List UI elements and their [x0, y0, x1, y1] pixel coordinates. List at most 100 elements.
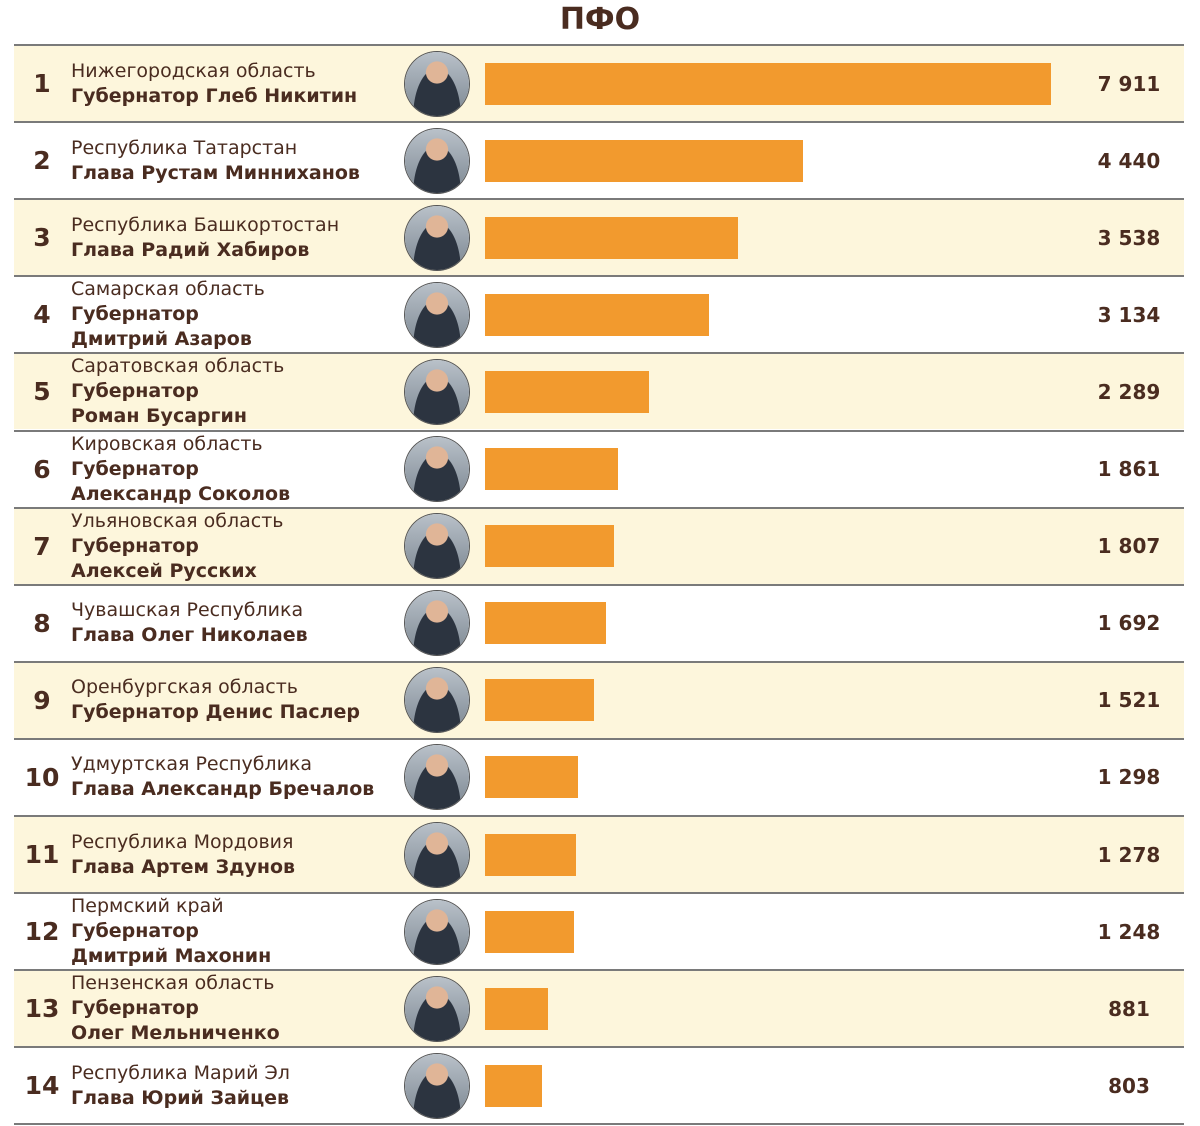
- chart-row: 13 Пензенская область Губернатор Олег Мельн…: [14, 971, 1184, 1047]
- governor-name: Глава Юрий Зайцев: [71, 1086, 290, 1109]
- region-name: Саратовская область: [71, 355, 285, 378]
- region-name: Республика Башкортостан: [71, 213, 340, 236]
- region-name: Пензенская область: [71, 972, 275, 995]
- value-label: 4 440: [1097, 148, 1161, 173]
- chart-row: 11 Республика Мордовия Глава Артем Здунов 1…: [14, 817, 1184, 893]
- governor-name: Губернатор: [71, 534, 199, 557]
- divider-line: [14, 892, 1184, 895]
- divider-line: [14, 275, 1184, 278]
- bar-10: [485, 756, 578, 799]
- governor-name: Губернатор: [71, 920, 199, 943]
- governor-photo: [405, 976, 469, 1041]
- chart-row: 1 Нижегородская область Губернатор Глеб Ни…: [14, 46, 1184, 122]
- value-label: 7 911: [1097, 71, 1161, 96]
- divider-line: [14, 506, 1184, 509]
- rank-number: 11: [24, 840, 60, 870]
- governor-name: Губернатор: [71, 303, 199, 326]
- divider-line: [14, 815, 1184, 817]
- governor-name: Губернатор Денис Паслер: [71, 701, 360, 724]
- governor-photo: [405, 899, 469, 964]
- rank-number: 10: [24, 762, 60, 792]
- chart-row: 9 Оренбургская область Губернатор Денис Па…: [14, 662, 1184, 738]
- rank-number: 14: [24, 1071, 60, 1101]
- region-name: Кировская область: [71, 432, 263, 455]
- governor-name: Дмитрий Махонин: [71, 945, 272, 968]
- governor-name: Глава Артем Здунов: [71, 855, 296, 878]
- governor-name: Глава Олег Николаев: [71, 624, 308, 647]
- governor-photo: [405, 822, 469, 887]
- bar-8: [485, 602, 607, 645]
- bar-9: [485, 679, 594, 722]
- chart-row: 8 Чувашская Республика Глава Олег Николаев…: [14, 586, 1184, 661]
- governor-name: Алексей Русских: [71, 559, 257, 582]
- governor-photo: [405, 205, 469, 270]
- region-info: Ульяновская область Губернатор Алексей Рус…: [71, 509, 401, 584]
- chart-row: 7 Ульяновская область Губернатор Алексей Ру…: [14, 508, 1184, 584]
- governor-photo: [405, 591, 469, 656]
- region-info: Республика Башкортостан Глава Радий Хабир…: [71, 200, 401, 275]
- governor-photo: [405, 745, 469, 810]
- chart-row: 4 Самарская область Губернатор Дмитрий Азар…: [14, 277, 1184, 352]
- value-label: 803: [1108, 1073, 1150, 1098]
- region-info: Республика Татарстан Глава Рустам Минниха…: [71, 123, 401, 198]
- rank-number: 13: [24, 994, 60, 1024]
- governor-photo: [405, 128, 469, 193]
- governor-name: Губернатор Глеб Никитин: [71, 84, 358, 107]
- region-info: Кировская область Губернатор Александр Сок…: [71, 432, 401, 507]
- rank-number: 3: [33, 223, 51, 253]
- value-label: 1 521: [1097, 688, 1161, 713]
- chart-row: 3 Республика Башкортостан Глава Радий Хаби…: [14, 200, 1184, 276]
- bar-7: [485, 525, 615, 568]
- chart-row: 10 Удмуртская Республика Глава Александр Б…: [14, 740, 1184, 815]
- region-info: Пермский край Губернатор Дмитрий Махонин: [71, 894, 401, 969]
- rank-number: 2: [33, 146, 51, 176]
- governor-photo: [405, 514, 469, 579]
- bar-6: [485, 448, 619, 491]
- rank-number: 5: [33, 377, 51, 407]
- region-info: Пензенская область Губернатор Олег Мельнич…: [71, 971, 401, 1046]
- ranking-chart: 1 Нижегородская область Губернатор Глеб Ни…: [14, 44, 1184, 1126]
- governor-name: Александр Соколов: [71, 482, 291, 505]
- rank-number: 4: [33, 300, 51, 330]
- value-label: 1 861: [1097, 457, 1161, 482]
- governor-name: Дмитрий Азаров: [71, 328, 252, 351]
- region-name: Чувашская Республика: [71, 599, 304, 622]
- region-name: Республика Мордовия: [71, 830, 294, 853]
- chart-row: 12 Пермский край Губернатор Дмитрий Махонин…: [14, 894, 1184, 969]
- chart-row: 5 Саратовская область Губернатор Роман Буса…: [14, 354, 1184, 430]
- governor-name: Губернатор: [71, 457, 199, 480]
- governor-name: Олег Мельниченко: [71, 1022, 280, 1045]
- governor-name: Губернатор: [71, 997, 199, 1020]
- governor-name: Глава Александр Бречалов: [71, 778, 375, 801]
- divider-line: [14, 583, 1184, 586]
- region-info: Республика Мордовия Глава Артем Здунов: [71, 817, 401, 892]
- divider-line: [14, 429, 1184, 432]
- governor-photo: [405, 359, 469, 424]
- governor-name: Глава Радий Хабиров: [71, 238, 310, 261]
- bar-12: [485, 910, 575, 953]
- region-name: Республика Марий Эл: [71, 1061, 290, 1084]
- value-label: 1 692: [1097, 611, 1161, 636]
- governor-name: Губернатор: [71, 380, 199, 403]
- region-info: Республика Марий Эл Глава Юрий Зайцев: [71, 1048, 401, 1123]
- divider-line: [14, 121, 1184, 124]
- region-name: Удмуртская Республика: [71, 753, 313, 776]
- divider-line: [14, 44, 1184, 46]
- rank-number: 6: [33, 454, 51, 484]
- divider-line: [14, 737, 1184, 740]
- region-name: Ульяновская область: [71, 509, 284, 532]
- divider-line: [14, 352, 1184, 355]
- rank-number: 7: [33, 531, 51, 561]
- bar-3: [485, 216, 739, 259]
- value-label: 3 134: [1097, 302, 1161, 327]
- bar-4: [485, 293, 710, 336]
- value-label: 1 278: [1097, 842, 1161, 867]
- governor-photo: [405, 51, 469, 116]
- value-label: 1 807: [1097, 534, 1161, 559]
- governor-photo: [405, 668, 469, 733]
- value-label: 881: [1108, 996, 1150, 1021]
- value-label: 1 248: [1097, 919, 1161, 944]
- region-name: Пермский край: [71, 895, 224, 918]
- divider-line: [14, 1046, 1184, 1049]
- region-info: Чувашская Республика Глава Олег Николаев: [71, 586, 401, 661]
